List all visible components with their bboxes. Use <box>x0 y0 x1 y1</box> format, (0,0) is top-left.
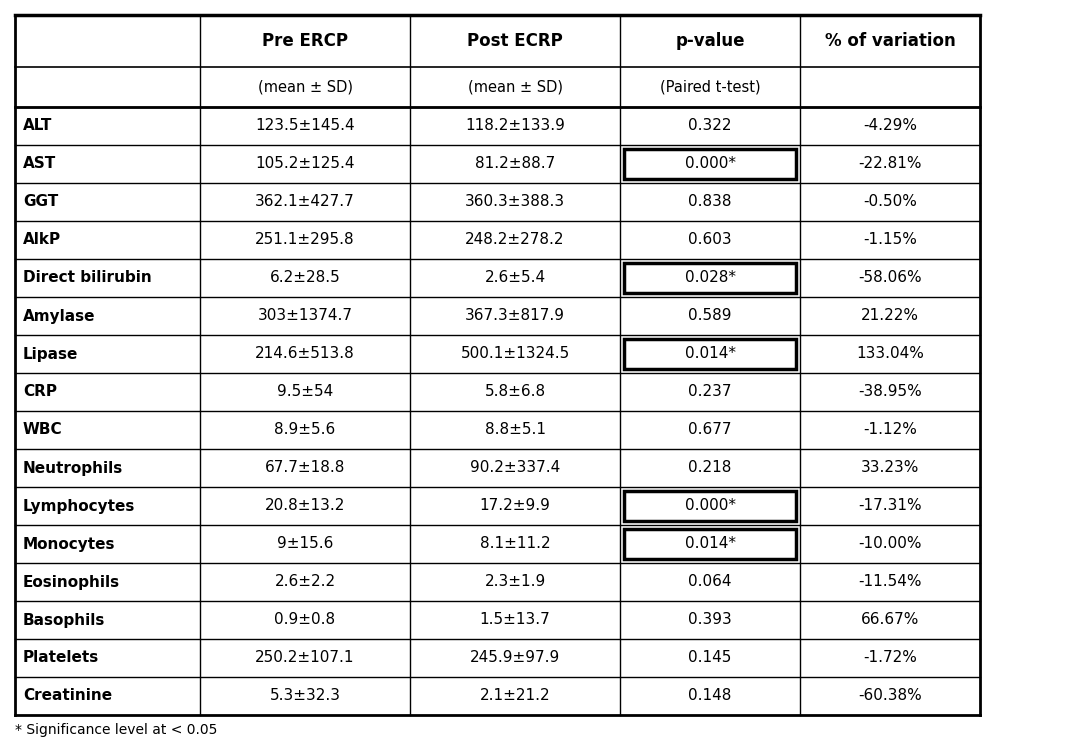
Text: 0.603: 0.603 <box>688 232 732 248</box>
Text: 0.322: 0.322 <box>688 118 732 134</box>
Text: 0.064: 0.064 <box>688 574 732 590</box>
Text: -1.72%: -1.72% <box>863 650 917 665</box>
Bar <box>624 263 796 293</box>
Text: -38.95%: -38.95% <box>859 385 921 400</box>
Text: 67.7±18.8: 67.7±18.8 <box>264 460 345 476</box>
Text: -1.12%: -1.12% <box>863 422 917 437</box>
Text: -10.00%: -10.00% <box>859 536 921 551</box>
Text: 123.5±145.4: 123.5±145.4 <box>255 118 354 134</box>
Text: 118.2±133.9: 118.2±133.9 <box>465 118 565 134</box>
Text: 0.218: 0.218 <box>688 460 732 476</box>
Text: 0.000*: 0.000* <box>684 499 736 514</box>
Text: 105.2±125.4: 105.2±125.4 <box>255 157 354 172</box>
Text: 0.677: 0.677 <box>688 422 732 437</box>
Text: 6.2±28.5: 6.2±28.5 <box>270 271 340 286</box>
Text: 33.23%: 33.23% <box>861 460 919 476</box>
Text: -0.50%: -0.50% <box>863 194 917 209</box>
Text: 9±15.6: 9±15.6 <box>276 536 333 551</box>
Text: 251.1±295.8: 251.1±295.8 <box>255 232 354 248</box>
Text: (mean ± SD): (mean ± SD) <box>258 80 352 94</box>
Text: 8.1±11.2: 8.1±11.2 <box>480 536 551 551</box>
Text: 248.2±278.2: 248.2±278.2 <box>465 232 565 248</box>
Text: 245.9±97.9: 245.9±97.9 <box>469 650 560 665</box>
Text: 250.2±107.1: 250.2±107.1 <box>255 650 354 665</box>
Text: (Paired t-test): (Paired t-test) <box>660 80 760 94</box>
Text: ALT: ALT <box>23 118 52 134</box>
Text: 2.1±21.2: 2.1±21.2 <box>480 688 551 703</box>
Text: -11.54%: -11.54% <box>859 574 921 590</box>
Text: 303±1374.7: 303±1374.7 <box>258 308 352 323</box>
Text: AlkP: AlkP <box>23 232 61 248</box>
Text: Monocytes: Monocytes <box>23 536 116 551</box>
Text: Eosinophils: Eosinophils <box>23 574 120 590</box>
Text: 5.8±6.8: 5.8±6.8 <box>485 385 545 400</box>
Text: 0.838: 0.838 <box>688 194 732 209</box>
Text: 0.9±0.8: 0.9±0.8 <box>274 613 336 628</box>
Text: 133.04%: 133.04% <box>856 346 924 362</box>
Bar <box>624 529 796 559</box>
Text: 5.3±32.3: 5.3±32.3 <box>270 688 340 703</box>
Text: 2.6±2.2: 2.6±2.2 <box>274 574 336 590</box>
Text: 17.2±9.9: 17.2±9.9 <box>479 499 551 514</box>
Text: Basophils: Basophils <box>23 613 105 628</box>
Text: (mean ± SD): (mean ± SD) <box>467 80 563 94</box>
Text: 2.6±5.4: 2.6±5.4 <box>485 271 545 286</box>
Text: 0.237: 0.237 <box>688 385 732 400</box>
Text: p-value: p-value <box>675 32 745 50</box>
Text: 0.393: 0.393 <box>688 613 732 628</box>
Text: 0.014*: 0.014* <box>684 536 736 551</box>
Text: Neutrophils: Neutrophils <box>23 460 124 476</box>
Text: 9.5±54: 9.5±54 <box>276 385 333 400</box>
Text: 21.22%: 21.22% <box>861 308 919 323</box>
Text: Creatinine: Creatinine <box>23 688 112 703</box>
Text: 1.5±13.7: 1.5±13.7 <box>479 613 551 628</box>
Text: CRP: CRP <box>23 385 57 400</box>
Bar <box>624 149 796 179</box>
Text: 0.000*: 0.000* <box>684 157 736 172</box>
Text: Amylase: Amylase <box>23 308 95 323</box>
Text: -1.15%: -1.15% <box>863 232 917 248</box>
Text: 8.9±5.6: 8.9±5.6 <box>274 422 336 437</box>
Text: 500.1±1324.5: 500.1±1324.5 <box>461 346 569 362</box>
Text: * Significance level at < 0.05: * Significance level at < 0.05 <box>15 723 218 737</box>
Text: -58.06%: -58.06% <box>859 271 921 286</box>
Text: 66.67%: 66.67% <box>861 613 919 628</box>
Text: Platelets: Platelets <box>23 650 100 665</box>
Text: 0.145: 0.145 <box>688 650 732 665</box>
Text: -22.81%: -22.81% <box>859 157 921 172</box>
Text: GGT: GGT <box>23 194 59 209</box>
Text: 81.2±88.7: 81.2±88.7 <box>475 157 555 172</box>
Text: -17.31%: -17.31% <box>859 499 921 514</box>
Text: 0.028*: 0.028* <box>684 271 736 286</box>
Text: 0.589: 0.589 <box>688 308 732 323</box>
Text: 90.2±337.4: 90.2±337.4 <box>469 460 560 476</box>
Text: -60.38%: -60.38% <box>859 688 921 703</box>
Text: 360.3±388.3: 360.3±388.3 <box>465 194 565 209</box>
Text: 20.8±13.2: 20.8±13.2 <box>264 499 345 514</box>
Text: 0.014*: 0.014* <box>684 346 736 362</box>
Text: WBC: WBC <box>23 422 63 437</box>
Text: Lipase: Lipase <box>23 346 78 362</box>
Text: 2.3±1.9: 2.3±1.9 <box>485 574 545 590</box>
Bar <box>624 491 796 521</box>
Text: AST: AST <box>23 157 56 172</box>
Text: 8.8±5.1: 8.8±5.1 <box>485 422 545 437</box>
Bar <box>624 339 796 369</box>
Text: Direct bilirubin: Direct bilirubin <box>23 271 152 286</box>
Text: 214.6±513.8: 214.6±513.8 <box>255 346 354 362</box>
Text: -4.29%: -4.29% <box>863 118 917 134</box>
Text: 367.3±817.9: 367.3±817.9 <box>465 308 565 323</box>
Text: 0.148: 0.148 <box>688 688 732 703</box>
Text: Post ECRP: Post ECRP <box>467 32 563 50</box>
Text: 362.1±427.7: 362.1±427.7 <box>255 194 354 209</box>
Text: % of variation: % of variation <box>825 32 955 50</box>
Text: Pre ERCP: Pre ERCP <box>262 32 348 50</box>
Text: Lymphocytes: Lymphocytes <box>23 499 136 514</box>
